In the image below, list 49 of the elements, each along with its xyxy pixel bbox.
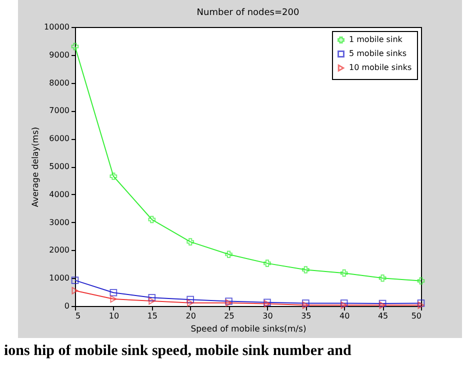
y-tick-label: 6000 (49, 134, 70, 144)
point (417, 277, 425, 285)
point (71, 276, 79, 284)
point (71, 42, 79, 50)
point (187, 299, 194, 307)
point (186, 238, 194, 246)
point (302, 300, 310, 307)
x-tick-label: 30 (262, 312, 273, 320)
y-tick-label: 1000 (49, 274, 70, 283)
point (340, 300, 348, 307)
point (340, 269, 348, 277)
x-tick-label: 5 (76, 312, 81, 320)
x-tick-label: 10 (108, 312, 120, 320)
y-tick-label: 3000 (49, 218, 70, 227)
point (148, 294, 156, 302)
point (72, 286, 78, 294)
y-tick-label: 2000 (49, 246, 70, 255)
legend-label: 1 mobile sink (349, 35, 403, 44)
x-tick-label: 25 (224, 312, 234, 320)
x-tick-label: 40 (340, 312, 350, 320)
point (110, 288, 118, 296)
y-axis-title: Average delay(ms) (31, 126, 42, 208)
y-tick-label: 7000 (49, 106, 70, 116)
y-tick-label: 4000 (49, 190, 70, 199)
x-axis-title: Speed of mobile sinks(m/s) (190, 324, 306, 334)
point (417, 300, 425, 307)
x-tick-label: 45 (378, 312, 388, 320)
point (302, 266, 310, 274)
x-tick-label: 50 (411, 312, 422, 320)
legend-label: 10 mobile sinks (349, 63, 412, 72)
y-tick-label: 0 (64, 302, 70, 310)
point (148, 297, 156, 305)
point (148, 216, 156, 224)
point (225, 250, 232, 258)
y-tick-label: 9000 (49, 50, 70, 60)
text: ions hip of mobile sink speed, mobile sink number and (4, 342, 352, 360)
point (110, 172, 118, 180)
point (378, 274, 386, 282)
legend-label: 5 mobile sinks (349, 49, 407, 58)
chart-title: Number of nodes=200 (196, 8, 300, 18)
y-tick-label: 8000 (49, 78, 70, 88)
point (264, 260, 271, 267)
x-tick-label: 15 (147, 312, 158, 320)
x-tick-label: 20 (186, 312, 196, 320)
point (110, 295, 117, 303)
y-tick-label: 10000 (44, 22, 70, 32)
y-tick-label: 5000 (49, 162, 70, 171)
x-tick-label: 35 (301, 312, 312, 320)
point (186, 296, 194, 304)
